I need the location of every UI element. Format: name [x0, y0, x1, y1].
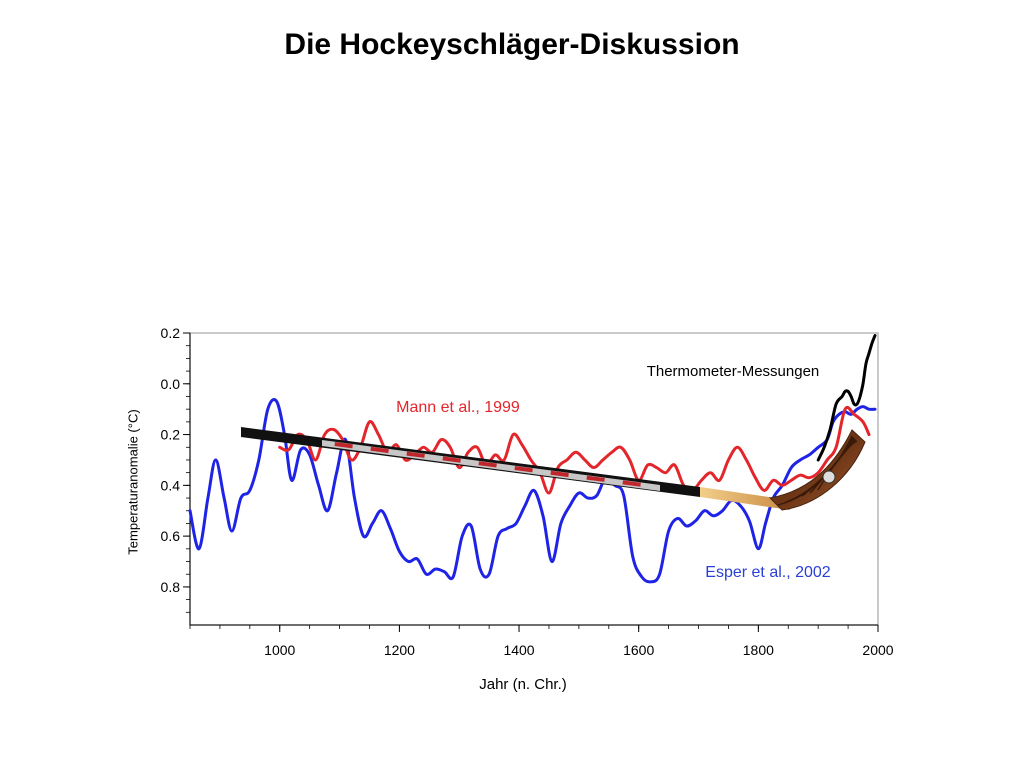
- x-axis-label: Jahr (n. Chr.): [479, 676, 567, 693]
- thermometer-series-line: [816, 334, 877, 462]
- x-tick-label: 1600: [623, 642, 654, 658]
- y-tick-label: 0.8: [161, 579, 181, 595]
- stick-graphic-mark: [514, 466, 533, 473]
- stick-logo-icon: [822, 470, 836, 484]
- y-tick-label: 0.0: [161, 376, 181, 392]
- x-tick-label: 2000: [862, 642, 893, 658]
- stick-blade-stripe: [817, 440, 858, 491]
- stick-graphic-mark: [370, 446, 389, 454]
- x-tick-label: 1000: [264, 642, 295, 658]
- y-tick-label: 0.6: [161, 528, 181, 544]
- stick-graphic-mark: [550, 470, 569, 478]
- stick-blade: [768, 429, 866, 511]
- stick-graphic-mark: [478, 461, 497, 468]
- plot-border: [189, 332, 879, 626]
- stick-graphic-mark: [622, 480, 641, 487]
- esper-series-label: Esper et al., 2002: [705, 564, 831, 581]
- y-tick-label: 0.2: [161, 325, 181, 341]
- esper-series-line: [188, 398, 877, 584]
- mann-series-line: [278, 405, 871, 495]
- stick-taper: [700, 487, 790, 510]
- y-tick-label: 0.2: [161, 427, 181, 443]
- mann-series-label: Mann et al., 1999: [396, 399, 520, 416]
- annotations: Mann et al., 1999 Esper et al., 2002 Therm…: [396, 363, 831, 581]
- plot-area: [189, 332, 879, 626]
- page-title: Die Hockeyschläger-Diskussion: [284, 28, 740, 61]
- thermometer-series-label: Thermometer-Messungen: [647, 363, 820, 380]
- x-tick-label: 1400: [503, 642, 534, 658]
- x-tick-label: 1800: [743, 642, 774, 658]
- x-tick-label: 1200: [384, 642, 415, 658]
- axes: 0.2 0.0 0.2 0.4 0.6 0.8 1000 1200 1400 1600 1800 20…: [161, 325, 894, 658]
- stick-graphic-mark: [406, 451, 425, 458]
- stick-graphic-mark: [586, 475, 605, 482]
- stick-graphic-mark: [442, 456, 461, 463]
- y-tick-label: 0.4: [161, 477, 181, 493]
- series-layer: [188, 334, 877, 584]
- hockey-stick-illustration: [241, 427, 866, 511]
- stick-graphic-mark: [334, 441, 353, 449]
